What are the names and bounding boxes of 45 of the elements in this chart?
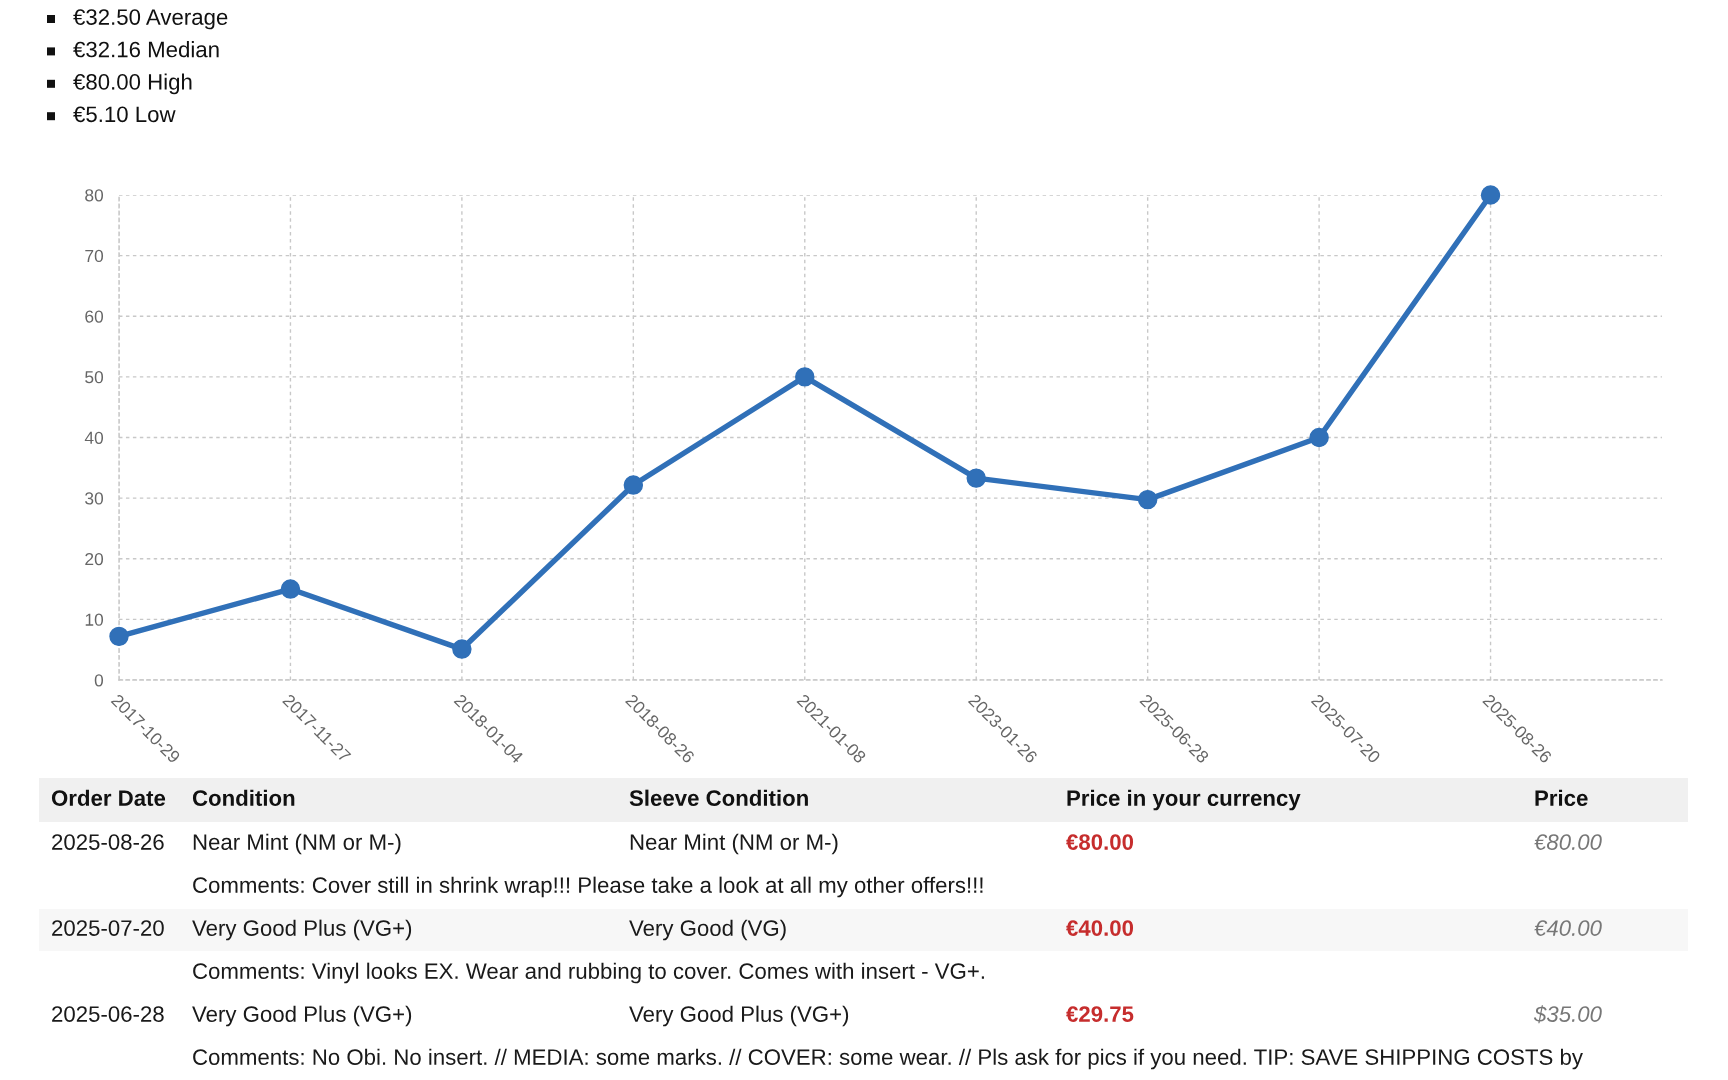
y-tick-label: 40	[84, 431, 104, 444]
y-tick-label: 80	[85, 189, 104, 202]
point	[966, 468, 986, 488]
point	[280, 579, 301, 599]
text: Very Good (VG)	[629, 919, 786, 941]
text: Near Mint (NM or M-)	[193, 833, 401, 855]
text: €40.00	[1534, 920, 1602, 936]
point	[109, 626, 129, 647]
y-tick-label: 50	[85, 371, 104, 384]
point	[1480, 185, 1501, 205]
text: Price	[1535, 789, 1588, 806]
point	[795, 367, 815, 387]
text: €80.00 High	[73, 73, 192, 95]
y-tick-label: 20	[85, 552, 104, 566]
point	[1137, 489, 1158, 510]
y-tick-label: 30	[85, 492, 104, 505]
text: €80.00	[1534, 834, 1602, 850]
text: 2025-06-28	[52, 1006, 164, 1022]
text: 2025-07-20	[52, 920, 164, 936]
text: Sleeve Condition	[629, 789, 808, 806]
point	[623, 475, 644, 495]
text: 2025-08-26	[52, 834, 164, 850]
text: Near Mint (NM or M-)	[630, 833, 838, 855]
text: €32.16 Median	[73, 41, 219, 58]
text: Comments: Vinyl looks EX. Wear and rubbing to cover. Comes with insert - VG+.	[193, 962, 984, 984]
y-tick-label: 10	[85, 613, 104, 626]
y-tick-label: 70	[85, 249, 104, 263]
text: Price in your currency	[1067, 789, 1301, 811]
point	[1309, 427, 1329, 448]
text: $35.00	[1533, 1005, 1602, 1024]
text: €5.10 Low	[73, 106, 176, 123]
y-tick-label: 0	[94, 674, 104, 687]
text: Comments: No Obi. No insert. // MEDIA: some marks. // COVER: some wear. // Pls ask for pics if you need. TIP: SAVE SHIPPING COSTS by	[193, 1048, 1583, 1070]
y-tick-label: 60	[85, 310, 104, 323]
text: €40.00	[1066, 920, 1134, 936]
text: Comments: Cover still in shrink wrap!!! Please take a look at all my other offers!!!	[193, 876, 983, 898]
text: €32.50 Average	[73, 9, 228, 30]
text: Order Date	[51, 789, 166, 806]
text: Very Good Plus (VG+)	[192, 919, 412, 941]
text: Very Good Plus (VG+)	[192, 1005, 412, 1027]
text: Condition	[192, 789, 295, 806]
text: €29.75	[1066, 1006, 1134, 1022]
text: €80.00	[1066, 834, 1134, 850]
text: Very Good Plus (VG+)	[629, 1005, 849, 1027]
point	[452, 639, 472, 659]
